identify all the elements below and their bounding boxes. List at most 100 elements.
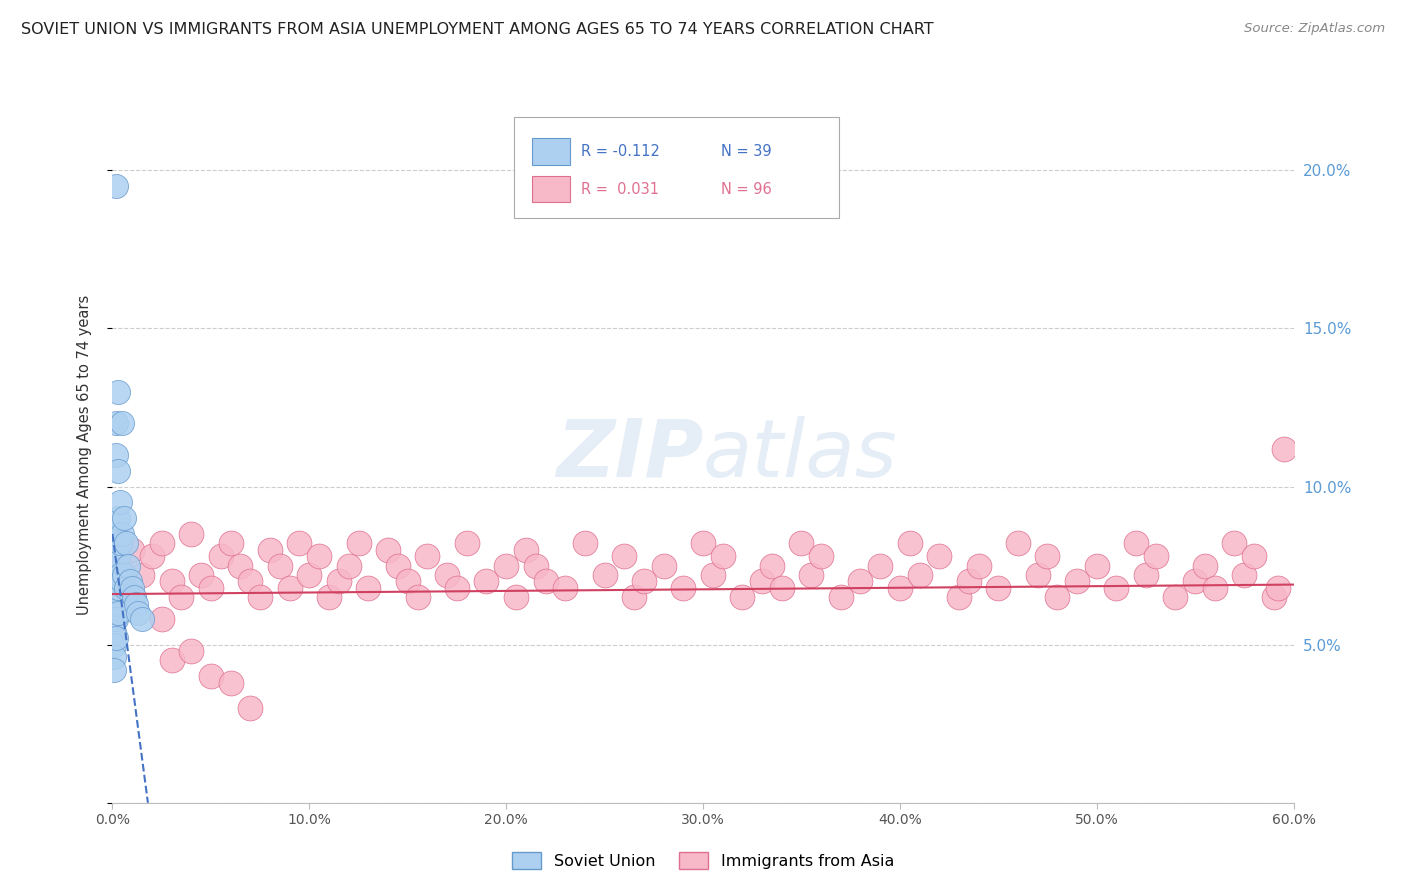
Point bbox=[127, 606, 149, 620]
Point bbox=[1223, 536, 1246, 550]
Point bbox=[1184, 574, 1206, 589]
Point bbox=[141, 549, 163, 563]
Point bbox=[1046, 591, 1069, 605]
Point bbox=[554, 581, 576, 595]
Point bbox=[1233, 568, 1256, 582]
Point bbox=[105, 612, 128, 626]
Point bbox=[869, 558, 891, 573]
Point bbox=[111, 527, 134, 541]
Point bbox=[105, 581, 128, 595]
Point bbox=[1066, 574, 1088, 589]
Point bbox=[219, 675, 242, 690]
Text: Source: ZipAtlas.com: Source: ZipAtlas.com bbox=[1244, 22, 1385, 36]
Point bbox=[121, 542, 143, 557]
Point bbox=[121, 581, 143, 595]
Point bbox=[889, 581, 911, 595]
Point bbox=[613, 549, 636, 563]
Point bbox=[475, 574, 498, 589]
Point bbox=[269, 558, 291, 573]
Point bbox=[105, 527, 128, 541]
Point bbox=[328, 574, 350, 589]
Point bbox=[436, 568, 458, 582]
Text: atlas: atlas bbox=[703, 416, 898, 494]
Point bbox=[948, 591, 970, 605]
Point bbox=[249, 591, 271, 605]
Point bbox=[150, 536, 173, 550]
Point bbox=[396, 574, 419, 589]
Text: N = 96: N = 96 bbox=[721, 182, 772, 196]
Point bbox=[110, 536, 132, 550]
Point bbox=[1272, 442, 1295, 456]
Point bbox=[180, 527, 202, 541]
Point bbox=[112, 511, 135, 525]
Point bbox=[495, 558, 517, 573]
Point bbox=[347, 536, 370, 550]
Point bbox=[1204, 581, 1226, 595]
Point bbox=[1036, 549, 1059, 563]
Point bbox=[105, 632, 128, 646]
Point bbox=[107, 464, 129, 478]
Point bbox=[849, 574, 872, 589]
Point bbox=[1135, 568, 1157, 582]
Point bbox=[761, 558, 783, 573]
Point bbox=[308, 549, 330, 563]
Point bbox=[107, 384, 129, 399]
Point bbox=[957, 574, 980, 589]
Point bbox=[1263, 591, 1285, 605]
Point bbox=[239, 701, 262, 715]
Point bbox=[593, 568, 616, 582]
Point bbox=[1085, 558, 1108, 573]
Point bbox=[711, 549, 734, 563]
Point bbox=[790, 536, 813, 550]
Point bbox=[633, 574, 655, 589]
Point bbox=[107, 549, 129, 563]
Point bbox=[387, 558, 409, 573]
Text: R = -0.112: R = -0.112 bbox=[581, 145, 661, 159]
Point bbox=[103, 663, 125, 677]
Point bbox=[278, 581, 301, 595]
Point bbox=[1105, 581, 1128, 595]
Point bbox=[107, 606, 129, 620]
Point bbox=[830, 591, 852, 605]
Point bbox=[125, 597, 148, 611]
Point bbox=[751, 574, 773, 589]
Point bbox=[122, 591, 145, 605]
Point bbox=[110, 558, 132, 573]
Point bbox=[107, 511, 129, 525]
Point bbox=[103, 612, 125, 626]
Point bbox=[110, 495, 132, 509]
Point bbox=[160, 653, 183, 667]
Point bbox=[672, 581, 695, 595]
Point bbox=[967, 558, 990, 573]
Point bbox=[623, 591, 645, 605]
Point bbox=[337, 558, 360, 573]
Point bbox=[131, 568, 153, 582]
Point bbox=[120, 574, 142, 589]
Point bbox=[1007, 536, 1029, 550]
Point bbox=[170, 591, 193, 605]
Point bbox=[908, 568, 931, 582]
Point bbox=[652, 558, 675, 573]
Point bbox=[505, 591, 527, 605]
Text: R =  0.031: R = 0.031 bbox=[581, 182, 659, 196]
Text: SOVIET UNION VS IMMIGRANTS FROM ASIA UNEMPLOYMENT AMONG AGES 65 TO 74 YEARS CORR: SOVIET UNION VS IMMIGRANTS FROM ASIA UNE… bbox=[21, 22, 934, 37]
Point bbox=[259, 542, 281, 557]
Text: ZIP: ZIP bbox=[555, 416, 703, 494]
Point bbox=[446, 581, 468, 595]
Point bbox=[150, 612, 173, 626]
Y-axis label: Unemployment Among Ages 65 to 74 years: Unemployment Among Ages 65 to 74 years bbox=[77, 294, 91, 615]
Point bbox=[377, 542, 399, 557]
Legend: Soviet Union, Immigrants from Asia: Soviet Union, Immigrants from Asia bbox=[506, 846, 900, 875]
Point bbox=[103, 581, 125, 595]
Point bbox=[702, 568, 724, 582]
Point bbox=[357, 581, 380, 595]
Point bbox=[180, 644, 202, 658]
FancyBboxPatch shape bbox=[515, 118, 839, 219]
Point bbox=[105, 448, 128, 462]
Point bbox=[731, 591, 754, 605]
Point bbox=[800, 568, 823, 582]
Text: N = 39: N = 39 bbox=[721, 145, 772, 159]
Point bbox=[318, 591, 340, 605]
Point bbox=[1125, 536, 1147, 550]
Point bbox=[987, 581, 1010, 595]
